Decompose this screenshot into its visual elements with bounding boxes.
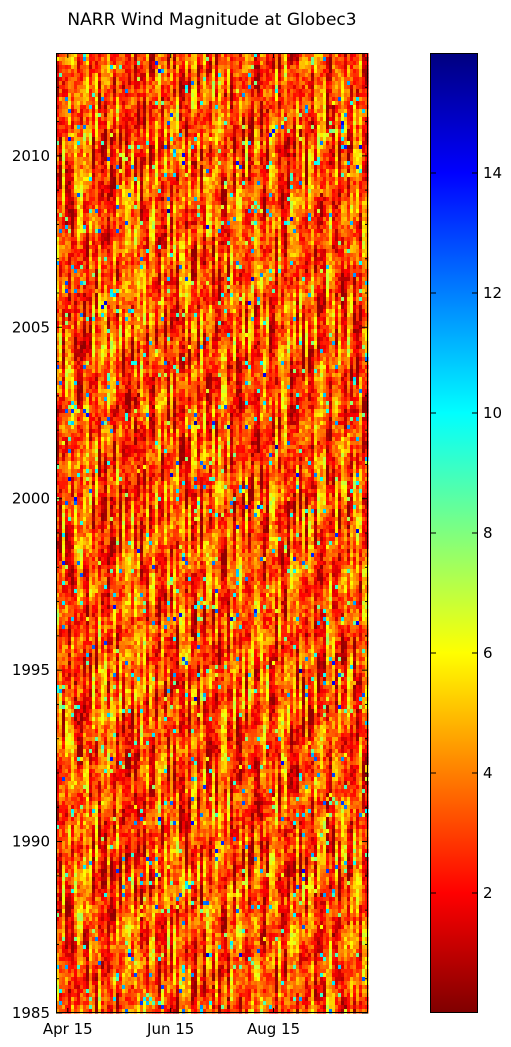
heatmap-cell: [365, 185, 369, 190]
heatmap-cell: [365, 145, 369, 150]
heatmap-cell: [365, 225, 369, 230]
heatmap-cell: [365, 133, 369, 138]
heatmap-cell: [365, 177, 369, 182]
heatmap-cell: [365, 137, 369, 142]
heatmap-cell: [365, 129, 369, 134]
heatmap-cell: [365, 141, 369, 146]
heatmap-cell: [365, 77, 369, 82]
heatmap-cell: [365, 241, 369, 246]
heatmap-cell: [365, 193, 369, 198]
heatmap-cell: [365, 101, 369, 106]
heatmap-cell: [365, 205, 369, 210]
heatmap-cell: [365, 57, 369, 62]
heatmap-cell: [365, 209, 369, 214]
heatmap-cell: [365, 173, 369, 178]
heatmap-cell: [365, 197, 369, 202]
chart-title: NARR Wind Magnitude at Globec3: [67, 10, 356, 30]
heatmap-cell: [365, 237, 369, 242]
heatmap-cell: [365, 81, 369, 86]
heatmap-cell: [365, 109, 369, 114]
heatmap-cell: [365, 233, 369, 238]
heatmap-cell: [365, 113, 369, 118]
heatmap-cell: [365, 169, 369, 174]
heatmap-cell: [365, 161, 369, 166]
heatmap-cell: [365, 61, 369, 66]
heatmap-cell: [365, 153, 369, 158]
heatmap-cell: [365, 97, 369, 102]
heatmap-cell: [365, 65, 369, 70]
heatmap-cell: [365, 69, 369, 74]
heatmap-cell: [365, 125, 369, 130]
heatmap-cell: [365, 165, 369, 170]
heatmap-cell: [365, 149, 369, 154]
heatmap-cell: [365, 105, 369, 110]
heatmap-plot-area: [56, 53, 369, 1014]
heatmap-cell: [365, 181, 369, 186]
heatmap-cell: [365, 157, 369, 162]
heatmap-cell: [365, 229, 369, 234]
heatmap-cell: [365, 117, 369, 122]
heatmap-cell: [365, 89, 369, 94]
heatmap-cell: [365, 73, 369, 78]
heatmap-cell: [365, 217, 369, 222]
heatmap-cell: [365, 201, 369, 206]
heatmap-cell: [365, 93, 369, 98]
heatmap-cell: [365, 213, 369, 218]
